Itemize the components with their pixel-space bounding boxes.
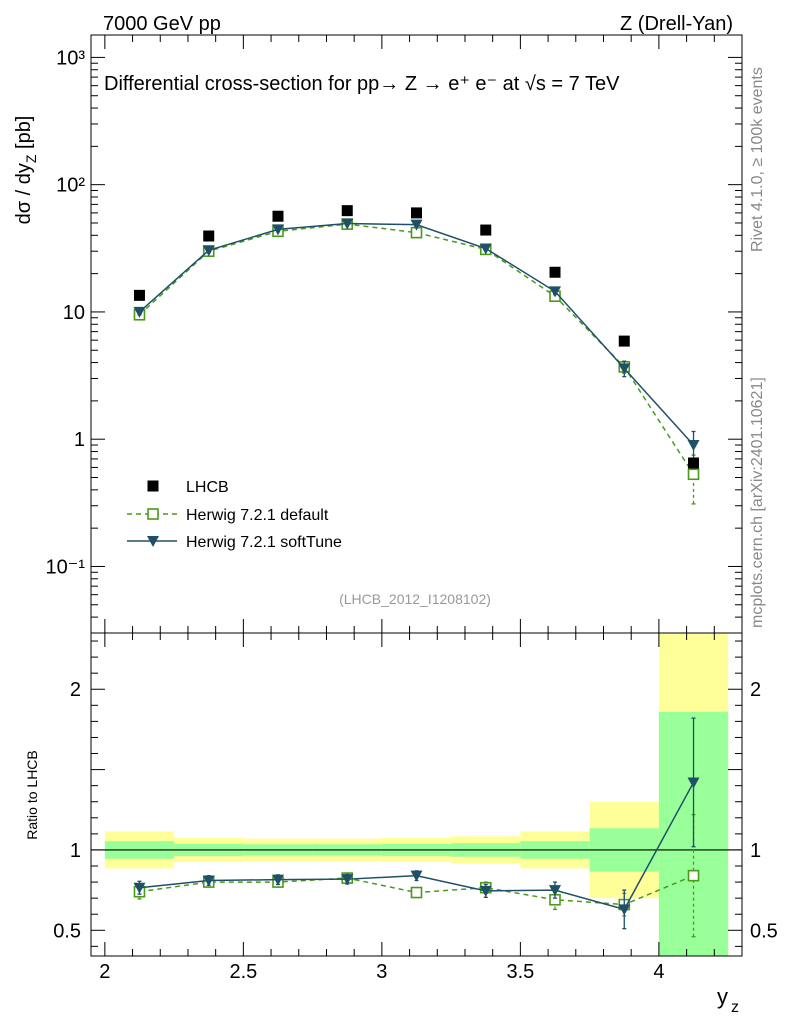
point-ratio-herwig-7-2-1-softtune-3 xyxy=(341,874,354,886)
point-ratio-herwig-7-2-1-default-4 xyxy=(410,886,423,899)
ratio-y-label: Ratio to LHCB xyxy=(24,750,40,839)
watermark: (LHCB_2012_I1208102) xyxy=(339,591,491,607)
ratio-y-tick-label-left-2: 2 xyxy=(70,679,81,701)
header-right: Z (Drell-Yan) xyxy=(620,13,733,35)
point-lhcb-2 xyxy=(272,210,284,222)
point-ratio-herwig-7-2-1-softtune-4 xyxy=(410,870,423,882)
rivet-label: Rivet 4.1.0, ≥ 100k events xyxy=(749,67,766,252)
point-herwig-7-2-1-softtune-7 xyxy=(618,363,631,375)
svg-text:z: z xyxy=(731,999,739,1016)
point-lhcb-3 xyxy=(341,205,353,217)
point-herwig-7-2-1-softtune-4 xyxy=(410,219,423,231)
point-ratio-herwig-7-2-1-softtune-5 xyxy=(479,885,492,897)
point-ratio-herwig-7-2-1-softtune-6 xyxy=(549,885,562,897)
legend-label-herwig-7-2-1-default: Herwig 7.2.1 default xyxy=(186,507,329,524)
y-tick-label-0: 10³ xyxy=(56,47,85,69)
legend: LHCB Herwig 7.2.1 default Herwig 7.2.1 sof… xyxy=(127,479,342,551)
point-ratio-herwig-7-2-1-softtune-1 xyxy=(202,875,215,887)
point-herwig-7-2-1-softtune-1 xyxy=(202,245,215,257)
y-tick-label-1: 10² xyxy=(56,175,85,197)
series-line-herwig-7-2-1-softtune xyxy=(138,222,695,446)
x-axis-label: y z xyxy=(717,984,739,1016)
point-lhcb-8 xyxy=(688,457,700,469)
point-herwig-7-2-1-default-8 xyxy=(687,468,700,481)
main-title: Differential cross-section for pp→ Z → e… xyxy=(104,73,620,95)
x-tick-label-2: 3 xyxy=(376,961,387,983)
x-tick-label-4: 4 xyxy=(653,961,664,983)
svg-text:dσ / dyZ [pb]: dσ / dyZ [pb] xyxy=(13,116,39,225)
ratio-y-tick-label-right-2: 2 xyxy=(750,679,761,701)
point-herwig-7-2-1-softtune-0 xyxy=(133,306,146,318)
point-lhcb-0 xyxy=(133,289,145,301)
y-tick-label-4: 10⁻¹ xyxy=(46,556,86,578)
series-line-herwig-7-2-1-default xyxy=(138,223,695,475)
legend-marker-lhcb xyxy=(147,480,159,492)
point-ratio-herwig-7-2-1-softtune-8 xyxy=(687,777,700,789)
ratio-y-tick-label-left-0: 0.5 xyxy=(53,920,81,942)
x-tick-label-3: 3.5 xyxy=(506,961,534,983)
x-tick-label-0: 2 xyxy=(99,961,110,983)
main-panel: 10³ 10² 10 1 10⁻¹ Differential cross-section… xyxy=(13,34,743,634)
svg-text:y: y xyxy=(717,984,728,1009)
y-tick-label-2: 10 xyxy=(63,302,85,324)
point-lhcb-5 xyxy=(480,224,492,236)
point-herwig-7-2-1-softtune-2 xyxy=(271,224,284,236)
x-tick-label-1: 2.5 xyxy=(229,961,257,983)
y-tick-label-3: 1 xyxy=(74,429,85,451)
point-lhcb-6 xyxy=(549,266,561,278)
legend-marker-herwig-7-2-1-softtune xyxy=(147,536,159,547)
ratio-panel: 2 2.5 3 3.5 4 0.5 0.5 1 1 2 2 Ratio to LHCB y z xyxy=(24,632,778,1016)
ratio-y-tick-label-left-1: 1 xyxy=(70,840,81,862)
point-lhcb-7 xyxy=(618,335,630,347)
ratio-y-tick-label-right-0: 0.5 xyxy=(750,920,778,942)
point-herwig-7-2-1-softtune-8 xyxy=(687,440,700,452)
y-axis-label: dσ / dyZ [pb] xyxy=(13,116,39,225)
point-ratio-herwig-7-2-1-softtune-7 xyxy=(618,904,631,916)
point-ratio-herwig-7-2-1-softtune-2 xyxy=(271,874,284,886)
point-herwig-7-2-1-softtune-3 xyxy=(341,218,354,230)
point-lhcb-1 xyxy=(203,230,215,242)
point-herwig-7-2-1-softtune-5 xyxy=(479,243,492,255)
point-ratio-herwig-7-2-1-softtune-0 xyxy=(133,882,146,894)
mcplots-label: mcplots.cern.ch [arXiv:2401.10621] xyxy=(749,377,766,628)
legend-marker-herwig-7-2-1-default xyxy=(147,508,159,520)
point-herwig-7-2-1-softtune-6 xyxy=(549,286,562,298)
legend-label-herwig-7-2-1-softtune: Herwig 7.2.1 softTune xyxy=(186,534,342,551)
ratio-y-tick-label-right-1: 1 xyxy=(750,840,761,862)
ratio-frame xyxy=(90,632,743,957)
header-left: 7000 GeV pp xyxy=(103,13,221,35)
point-ratio-herwig-7-2-1-default-8 xyxy=(687,869,700,882)
point-lhcb-4 xyxy=(411,207,422,219)
legend-label-lhcb: LHCB xyxy=(186,479,229,496)
